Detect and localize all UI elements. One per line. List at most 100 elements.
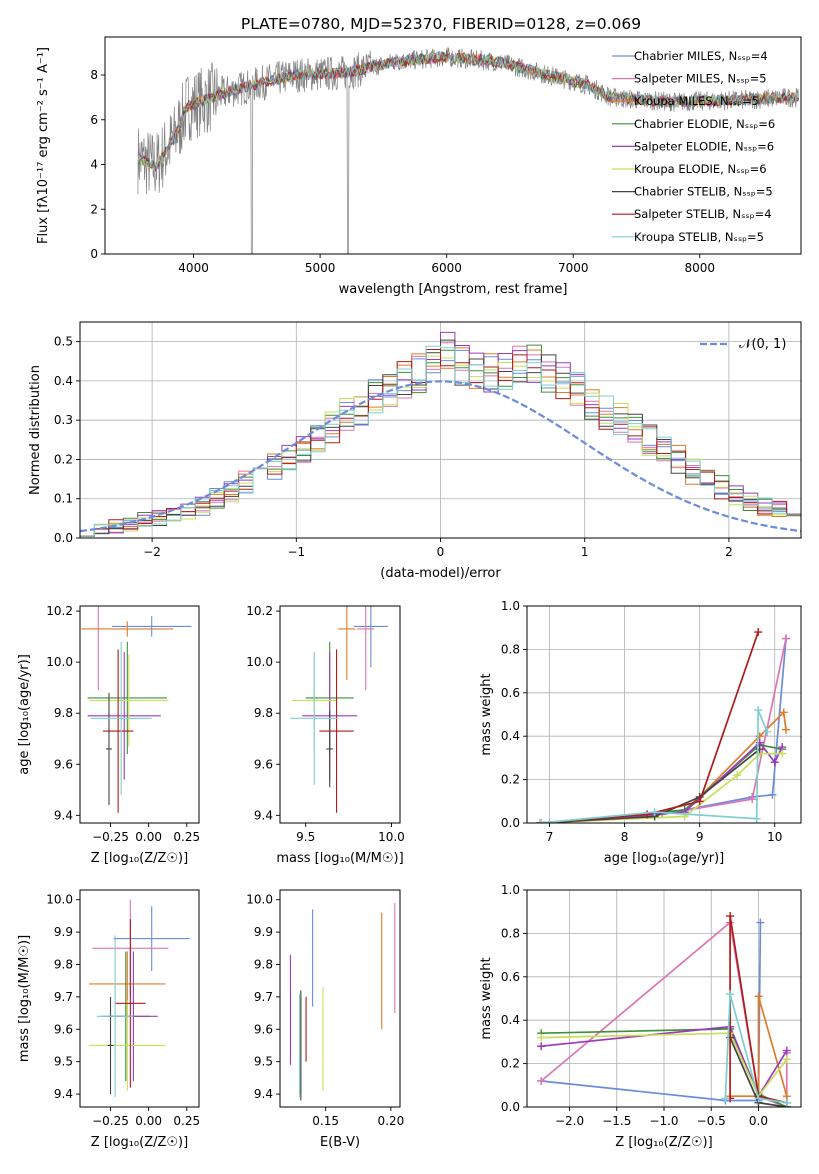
x-tick-label: 0.0 [749, 1114, 768, 1128]
plot-area [537, 912, 791, 1107]
y-tick-label: 0.1 [54, 492, 73, 506]
y-tick-label: 0.0 [54, 531, 73, 545]
series-point [781, 634, 790, 643]
y-tick-label: 9.4 [254, 808, 273, 822]
series-point [752, 814, 761, 823]
axes-frame [279, 889, 401, 1108]
series-point [763, 727, 772, 736]
x-tick-label: 9.5 [296, 830, 315, 844]
series-point [754, 992, 763, 1001]
x-axis-label: Z [log₁₀(Z/Z☉)] [91, 1135, 188, 1150]
panel-age-vs-mass: 9.5 10.0 9.4 9.6 9.8 10.0 10.2 mass [log₁₀(M/M☉… [246, 604, 405, 866]
panel-age-vs-z: −0.25 0.00 0.25 9.4 9.6 9.8 10.0 10.2 Z [log₁₀(Z… [17, 604, 200, 866]
x-axis-label: Z [log₁₀(Z/Z☉)] [615, 1135, 712, 1150]
x-axis-label: mass [log₁₀(M/M☉)] [276, 851, 403, 866]
plot-area [290, 606, 388, 813]
figure-title: PLATE=0780, MJD=52370, FIBERID=0128, z=0… [241, 15, 641, 33]
y-tick-label: 10.2 [46, 604, 73, 618]
x-axis-label: E(B-V) [320, 1135, 360, 1150]
series-line [724, 993, 787, 1104]
y-tick-label: 1.0 [501, 599, 520, 613]
legend-label: 𝒩(0, 1) [739, 337, 786, 352]
series-point [650, 808, 659, 817]
y-tick-label: 4 [90, 158, 98, 172]
y-axis-label: mass weight [479, 957, 494, 1039]
legend-label: Kroupa ELODIE, Nₛₛₚ=6 [634, 162, 767, 176]
series-point [537, 1076, 546, 1085]
legend-label: Chabrier STELIB, Nₛₛₚ=5 [634, 185, 773, 199]
y-tick-label: 0 [90, 247, 98, 261]
axes-frame [279, 605, 401, 824]
y-tick-label: 0.2 [54, 452, 73, 466]
y-tick-label: 2 [90, 202, 98, 216]
x-axis-label: wavelength [Angstrom, rest frame] [339, 282, 568, 297]
plot-area [289, 902, 396, 1101]
legend-label: Chabrier ELODIE, Nₛₛₚ=6 [634, 117, 775, 131]
x-axis-label: age [log₁₀(age/yr)] [604, 851, 725, 866]
y-axis-label: age [log₁₀(age/yr)] [17, 654, 32, 775]
y-tick-label: 0.4 [501, 729, 520, 743]
y-tick-label: 9.6 [54, 1022, 73, 1036]
y-tick-label: 8 [90, 68, 98, 82]
y-tick-label: 10.0 [46, 655, 73, 669]
x-tick-label: −2 [143, 545, 161, 559]
y-tick-label: 10.2 [246, 604, 273, 618]
y-tick-label: 1.0 [501, 883, 520, 897]
series-point [695, 797, 704, 806]
y-tick-label: 9.9 [254, 925, 273, 939]
y-tick-label: 9.8 [54, 706, 73, 720]
plot-area [536, 628, 790, 823]
x-axis-label: (data-model)/error [380, 566, 501, 581]
x-tick-label: 0.25 [173, 830, 200, 844]
y-tick-label: 9.6 [254, 757, 273, 771]
panel-weight-vs-z: −2.0 −1.5 −1.0 −0.5 0.0 0.0 0.2 0.4 0.6 0.8 1.0 Z [… [479, 883, 802, 1150]
y-tick-label: 9.5 [54, 1055, 73, 1069]
axes-frame [79, 605, 200, 824]
y-tick-label: 9.6 [54, 757, 73, 771]
y-tick-label: 9.4 [54, 1087, 73, 1101]
x-axis-label: Z [log₁₀(Z/Z☉)] [91, 851, 188, 866]
series-point [748, 795, 757, 804]
y-axis-label: mass [log₁₀(M/M☉)] [17, 935, 32, 1062]
x-tick-label: 8 [621, 830, 629, 844]
series-point [537, 1042, 546, 1051]
series-point [726, 912, 735, 921]
x-tick-label: 0.00 [135, 1114, 162, 1128]
x-tick-label: −2.0 [555, 1114, 584, 1128]
x-tick-label: 10 [767, 830, 782, 844]
y-tick-label: 10.0 [46, 893, 73, 907]
panel-weight-vs-age: 7 8 9 10 0.0 0.2 0.4 0.6 0.8 1.0 age [log₁₀(age/yr… [479, 599, 802, 866]
x-tick-label: 0 [437, 545, 445, 559]
y-tick-label: 9.4 [254, 1087, 273, 1101]
y-tick-label: 9.8 [254, 706, 273, 720]
y-tick-label: 9.7 [54, 990, 73, 1004]
y-tick-label: 0.4 [54, 374, 73, 388]
series-point [536, 819, 545, 823]
x-tick-label: 9 [696, 830, 704, 844]
y-tick-label: 9.9 [54, 925, 73, 939]
series-point [781, 725, 790, 734]
y-tick-label: 9.8 [254, 957, 273, 971]
x-tick-label: 0.20 [378, 1114, 405, 1128]
legend-label: Salpeter MILES, Nₛₛₚ=5 [634, 72, 767, 86]
series-line [540, 710, 787, 823]
x-tick-label: −1 [287, 545, 305, 559]
y-tick-label: 9.6 [254, 1022, 273, 1036]
series-line [541, 1025, 788, 1099]
y-tick-label: 9.8 [54, 957, 73, 971]
x-tick-label: 10.0 [378, 830, 405, 844]
y-tick-label: 0.8 [501, 642, 520, 656]
series-line [540, 638, 787, 823]
plot-area [81, 606, 192, 813]
series-point [537, 1033, 546, 1042]
x-tick-label: 2 [725, 545, 733, 559]
x-tick-label: −1.5 [602, 1114, 631, 1128]
axes-frame [526, 605, 802, 824]
x-tick-label: −1.0 [649, 1114, 678, 1128]
axes-frame [79, 889, 200, 1108]
series-point [756, 918, 765, 927]
series-point [643, 810, 652, 819]
x-tick-label: 0.25 [173, 1114, 200, 1128]
y-axis-label: Normed distribution [28, 365, 43, 495]
